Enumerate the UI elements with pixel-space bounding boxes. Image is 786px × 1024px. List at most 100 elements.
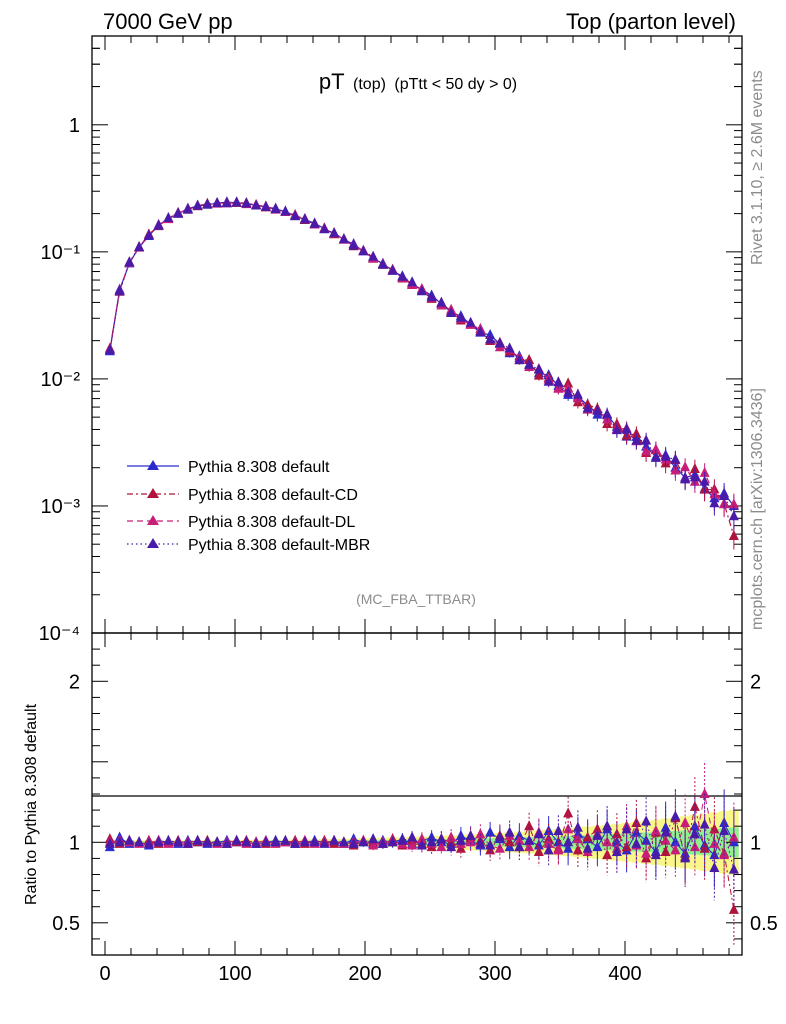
ratio-line bbox=[109, 815, 735, 870]
data-point bbox=[163, 211, 174, 222]
data-point bbox=[134, 241, 145, 252]
y-tick-label: 1 bbox=[69, 115, 80, 137]
ratio-point bbox=[582, 831, 593, 842]
ratio-point bbox=[475, 837, 486, 848]
data-point bbox=[728, 498, 739, 509]
data-point bbox=[104, 344, 115, 355]
ratio-point bbox=[563, 836, 574, 847]
ratio-point bbox=[465, 836, 476, 847]
data-point bbox=[494, 337, 505, 348]
data-point bbox=[329, 227, 340, 238]
ratio-point bbox=[689, 828, 700, 839]
x-tick-label: 100 bbox=[218, 963, 251, 985]
ratio-point bbox=[572, 821, 583, 832]
data-point bbox=[426, 291, 437, 302]
data-point bbox=[446, 307, 457, 318]
ratio-point bbox=[621, 823, 632, 834]
ratio-point bbox=[728, 863, 739, 874]
ratio-point bbox=[699, 842, 710, 853]
data-point bbox=[455, 311, 466, 322]
ratio-point bbox=[553, 844, 564, 855]
data-point bbox=[153, 219, 164, 230]
ratio-point bbox=[533, 828, 544, 839]
ratio-point bbox=[221, 837, 232, 848]
ratio-point bbox=[358, 836, 369, 847]
data-point bbox=[709, 497, 720, 508]
ratio-point bbox=[182, 837, 193, 848]
ratio-point bbox=[436, 841, 447, 852]
data-point bbox=[689, 471, 700, 482]
ratio-point bbox=[465, 829, 476, 840]
x-tick-label: 300 bbox=[478, 963, 511, 985]
data-point bbox=[465, 316, 476, 327]
data-point bbox=[387, 264, 398, 275]
ratio-point bbox=[553, 825, 564, 836]
series-line bbox=[109, 202, 735, 537]
y-tick-label: 10⁻³ bbox=[41, 496, 81, 518]
ratio-point bbox=[338, 836, 349, 847]
header-right: Top (parton level) bbox=[566, 9, 736, 34]
ratio-point bbox=[202, 836, 213, 847]
data-point bbox=[358, 245, 369, 256]
legend-entry-cd: Pythia 8.308 default-CD bbox=[127, 487, 358, 504]
data-point bbox=[348, 239, 359, 250]
ratio-point bbox=[504, 826, 515, 837]
ratio-point bbox=[680, 852, 691, 863]
data-point bbox=[728, 530, 739, 541]
data-point bbox=[650, 451, 661, 462]
data-point bbox=[680, 473, 691, 484]
ratio-point bbox=[582, 842, 593, 853]
ratio-point bbox=[114, 836, 125, 847]
analysis-label: (MC_FBA_TTBAR) bbox=[356, 591, 476, 607]
ratio-point bbox=[270, 836, 281, 847]
data-point bbox=[524, 358, 535, 369]
ratio-point bbox=[524, 820, 535, 831]
data-point bbox=[251, 199, 262, 210]
data-point bbox=[553, 376, 564, 387]
data-point bbox=[407, 276, 418, 287]
data-point bbox=[416, 285, 427, 296]
data-point bbox=[280, 205, 291, 216]
y-tick-label: 10⁻⁴ bbox=[39, 623, 80, 645]
ratio-point bbox=[446, 841, 457, 852]
ratio-point bbox=[387, 836, 398, 847]
ratio-point bbox=[407, 831, 418, 842]
main-series bbox=[104, 196, 739, 550]
legend-label: Pythia 8.308 default-CD bbox=[188, 487, 358, 504]
ratio-point bbox=[173, 836, 184, 847]
title-sub: (top) bbox=[353, 76, 386, 93]
legend-marker bbox=[147, 515, 159, 525]
ratio-point bbox=[611, 845, 622, 856]
legend-marker bbox=[147, 488, 159, 498]
y-tick-label: 10⁻² bbox=[41, 369, 81, 391]
data-point bbox=[270, 203, 281, 214]
ratio-point bbox=[212, 836, 223, 847]
legend-label: Pythia 8.308 default-MBR bbox=[188, 537, 370, 554]
ratio-point bbox=[319, 837, 330, 848]
ratio-tick-label-left: 1 bbox=[69, 832, 80, 854]
ratio-point bbox=[329, 834, 340, 845]
ratio-point bbox=[709, 862, 720, 873]
data-point bbox=[621, 423, 632, 434]
data-point bbox=[241, 197, 252, 208]
data-point bbox=[680, 461, 691, 472]
data-point bbox=[319, 223, 330, 234]
ratio-point bbox=[572, 844, 583, 855]
x-tick-label: 0 bbox=[99, 963, 110, 985]
data-point bbox=[641, 445, 652, 456]
ratio-point bbox=[377, 837, 388, 848]
ratio-tick-label-right: 2 bbox=[750, 671, 761, 693]
data-point bbox=[650, 443, 661, 454]
ratio-point bbox=[397, 834, 408, 845]
data-point bbox=[514, 354, 525, 365]
data-point bbox=[377, 258, 388, 269]
data-point bbox=[533, 369, 544, 380]
data-point bbox=[504, 342, 515, 353]
data-point bbox=[231, 196, 242, 207]
data-point bbox=[699, 475, 710, 486]
series-ratio-1 bbox=[104, 777, 739, 945]
ratio-point bbox=[446, 831, 457, 842]
legend-entry-default: Pythia 8.308 default bbox=[127, 459, 330, 476]
ratio-point bbox=[143, 837, 154, 848]
